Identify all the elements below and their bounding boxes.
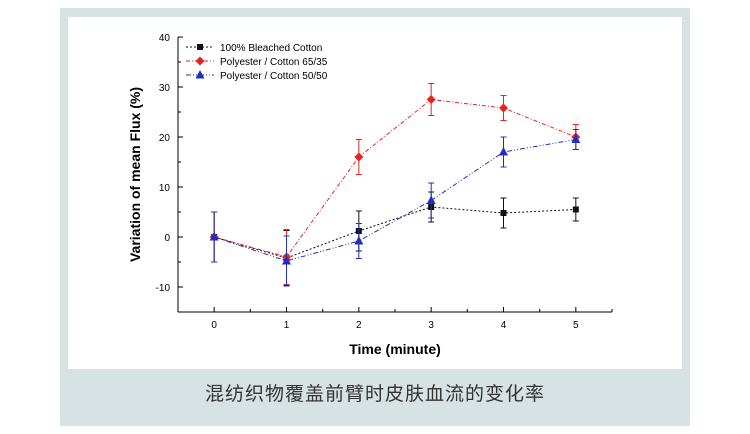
y-tick-label: 0 <box>164 233 170 244</box>
figure-caption: 混纺织物覆盖前臂时皮肤血流的变化率 <box>204 383 545 405</box>
x-tick-label: 2 <box>356 320 362 331</box>
data-point <box>426 195 436 204</box>
data-point <box>282 256 291 265</box>
series-line <box>214 98 577 258</box>
legend-marker <box>195 56 205 66</box>
legend-marker <box>195 70 205 79</box>
y-tick-label: 10 <box>159 183 171 194</box>
data-point <box>426 95 436 104</box>
x-tick-label: 1 <box>284 320 290 331</box>
series-line <box>214 139 576 262</box>
y-tick-label: 20 <box>159 133 171 144</box>
x-tick-label: 3 <box>428 320 434 331</box>
data-point <box>209 232 219 241</box>
x-axis-label: Time (minute) <box>349 341 441 357</box>
data-point <box>572 206 579 213</box>
data-point <box>354 152 364 162</box>
legend-marker <box>197 44 203 50</box>
x-tick-label: 5 <box>573 320 579 331</box>
y-tick-label: 40 <box>159 33 171 44</box>
plot-card: -10 0 10 20 30 40 0 1 2 3 4 5 Time (minute) Variation… <box>68 17 682 369</box>
legend-label: Polyester / Cotton 65/35 <box>220 57 328 68</box>
data-point <box>354 236 364 245</box>
y-tick-label: -10 <box>156 283 171 294</box>
legend-label: 100% Bleached Cotton <box>220 43 322 54</box>
line-chart: -10 0 10 20 30 40 0 1 2 3 4 5 Time (minute) Variation… <box>127 33 613 357</box>
data-point <box>499 103 508 113</box>
y-axis-label: Variation of mean Flux (%) <box>127 87 143 262</box>
legend-label: Polyester / Cotton 50/50 <box>220 71 328 82</box>
series-line <box>214 206 576 259</box>
data-point <box>571 134 581 143</box>
x-tick-label: 4 <box>501 320 507 331</box>
y-tick-label: 30 <box>159 83 171 94</box>
data-point <box>500 210 507 216</box>
data-point <box>499 147 508 156</box>
x-tick-label: 0 <box>211 320 217 331</box>
